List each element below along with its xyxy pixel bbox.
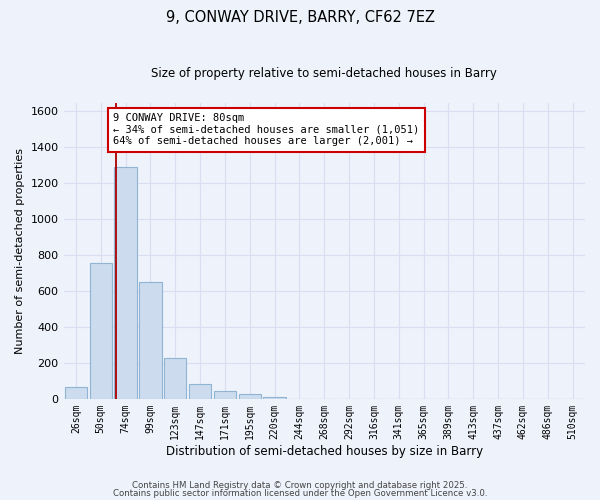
Text: 9 CONWAY DRIVE: 80sqm
← 34% of semi-detached houses are smaller (1,051)
64% of s: 9 CONWAY DRIVE: 80sqm ← 34% of semi-deta… bbox=[113, 114, 419, 146]
Bar bbox=[115, 167, 137, 399]
Bar bbox=[239, 394, 261, 399]
X-axis label: Distribution of semi-detached houses by size in Barry: Distribution of semi-detached houses by … bbox=[166, 444, 483, 458]
Bar bbox=[139, 282, 161, 399]
Bar bbox=[189, 384, 211, 399]
Bar bbox=[164, 358, 187, 399]
Bar bbox=[65, 387, 87, 399]
Text: 9, CONWAY DRIVE, BARRY, CF62 7EZ: 9, CONWAY DRIVE, BARRY, CF62 7EZ bbox=[166, 10, 434, 25]
Bar bbox=[263, 397, 286, 399]
Text: Contains public sector information licensed under the Open Government Licence v3: Contains public sector information licen… bbox=[113, 488, 487, 498]
Text: Contains HM Land Registry data © Crown copyright and database right 2025.: Contains HM Land Registry data © Crown c… bbox=[132, 481, 468, 490]
Bar bbox=[214, 391, 236, 399]
Y-axis label: Number of semi-detached properties: Number of semi-detached properties bbox=[15, 148, 25, 354]
Bar bbox=[89, 263, 112, 399]
Title: Size of property relative to semi-detached houses in Barry: Size of property relative to semi-detach… bbox=[151, 68, 497, 80]
